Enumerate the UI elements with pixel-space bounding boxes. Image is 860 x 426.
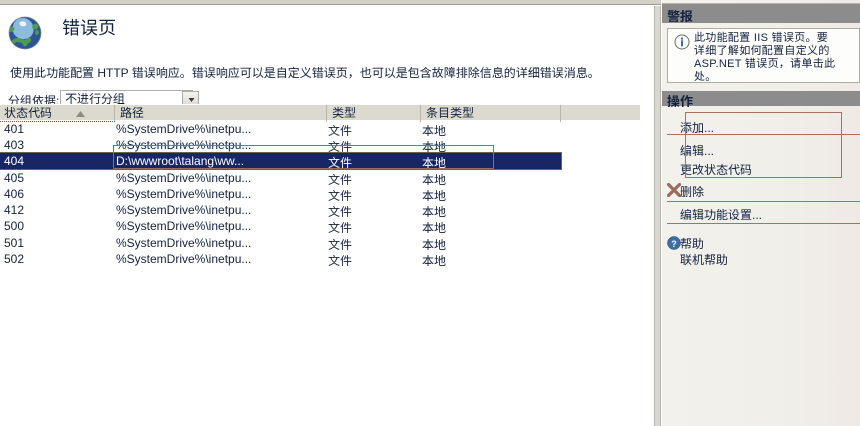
svg-text:?: ?	[671, 239, 677, 249]
